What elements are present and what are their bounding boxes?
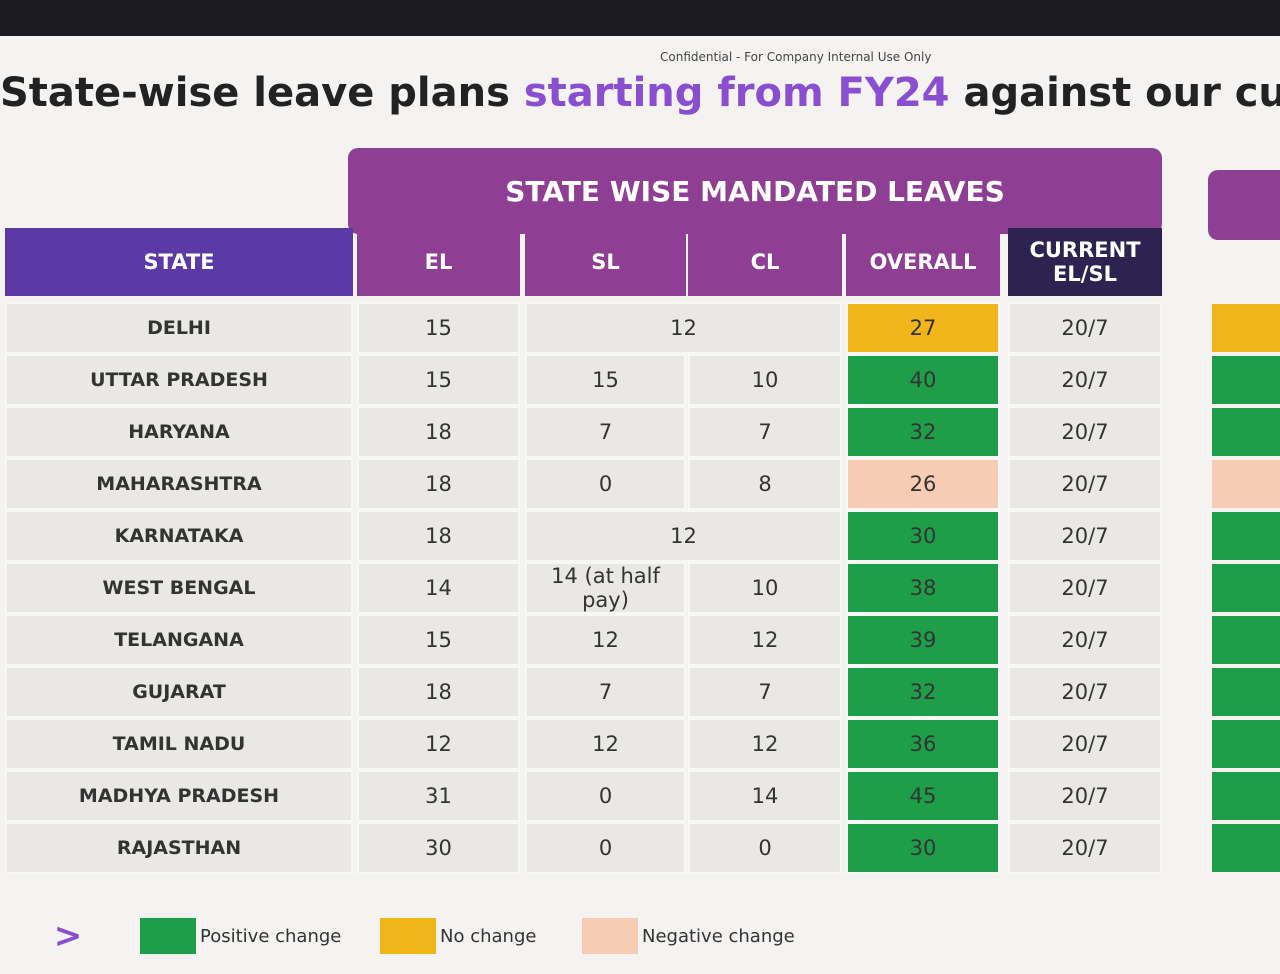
overall-cell: 38 (846, 562, 1000, 614)
sl-cell: 15 (525, 354, 686, 406)
sl-cell: 0 (525, 822, 686, 874)
cl-cell: 0 (688, 822, 842, 874)
legend-label: Positive change (200, 925, 342, 947)
current-cell: 20/7 (1008, 458, 1162, 510)
cropped-cell (1212, 304, 1280, 352)
column-header: STATE (5, 228, 353, 296)
legend-swatch (582, 918, 638, 954)
cropped-cell (1212, 720, 1280, 768)
el-cell: 30 (357, 822, 520, 874)
column-header: EL (357, 228, 520, 296)
overall-cell: 40 (846, 354, 1000, 406)
legend-swatch (140, 918, 196, 954)
overall-cell: 27 (846, 302, 1000, 354)
cropped-cell (1212, 460, 1280, 508)
cl-cell: 14 (688, 770, 842, 822)
el-cell: 18 (357, 666, 520, 718)
cropped-cell (1212, 356, 1280, 404)
group-header: STATE WISE MANDATED LEAVES (348, 148, 1162, 234)
sl-cell: 7 (525, 666, 686, 718)
sl-cell: 0 (525, 770, 686, 822)
state-cell: MAHARASHTRA (5, 458, 353, 510)
el-cell: 15 (357, 354, 520, 406)
el-cell: 15 (357, 614, 520, 666)
state-cell: DELHI (5, 302, 353, 354)
sl-cell: 12 (525, 614, 686, 666)
el-cell: 18 (357, 406, 520, 458)
cropped-cell (1212, 564, 1280, 612)
overall-cell: 32 (846, 666, 1000, 718)
confidential-note: Confidential - For Company Internal Use … (660, 50, 932, 64)
cl-cell: 12 (688, 614, 842, 666)
el-cell: 15 (357, 302, 520, 354)
cropped-cell (1212, 512, 1280, 560)
title-end: against our cu (963, 70, 1280, 116)
sl-cl-cell: 12 (525, 302, 842, 354)
el-cell: 31 (357, 770, 520, 822)
legend-label: Negative change (642, 925, 795, 947)
legend-swatch (380, 918, 436, 954)
state-cell: TELANGANA (5, 614, 353, 666)
overall-cell: 36 (846, 718, 1000, 770)
sl-cl-cell: 12 (525, 510, 842, 562)
current-cell: 20/7 (1008, 718, 1162, 770)
cropped-cell (1212, 772, 1280, 820)
cl-cell: 7 (688, 406, 842, 458)
state-cell: WEST BENGAL (5, 562, 353, 614)
column-header: CL (688, 228, 842, 296)
el-cell: 14 (357, 562, 520, 614)
overall-cell: 32 (846, 406, 1000, 458)
current-cell: 20/7 (1008, 510, 1162, 562)
state-cell: KARNATAKA (5, 510, 353, 562)
cropped-cell (1212, 824, 1280, 872)
cl-cell: 10 (688, 354, 842, 406)
title-highlight: starting from FY24 (523, 70, 950, 116)
current-cell: 20/7 (1008, 406, 1162, 458)
cropped-header (1208, 170, 1280, 240)
state-cell: RAJASTHAN (5, 822, 353, 874)
overall-cell: 45 (846, 770, 1000, 822)
current-cell: 20/7 (1008, 822, 1162, 874)
current-cell: 20/7 (1008, 770, 1162, 822)
el-cell: 18 (357, 510, 520, 562)
slide: Confidential - For Company Internal Use … (0, 36, 1280, 974)
current-cell: 20/7 (1008, 666, 1162, 718)
state-cell: UTTAR PRADESH (5, 354, 353, 406)
cl-cell: 8 (688, 458, 842, 510)
current-cell: 20/7 (1008, 562, 1162, 614)
column-header: SL (525, 228, 686, 296)
sl-cell: 14 (at half pay) (525, 562, 686, 614)
current-cell: 20/7 (1008, 614, 1162, 666)
state-cell: GUJARAT (5, 666, 353, 718)
column-header: OVERALL (846, 228, 1000, 296)
sl-cell: 7 (525, 406, 686, 458)
cl-cell: 7 (688, 666, 842, 718)
overall-cell: 39 (846, 614, 1000, 666)
column-header: CURRENT EL/SL (1008, 228, 1162, 296)
cropped-cell (1212, 668, 1280, 716)
sl-cell: 0 (525, 458, 686, 510)
title: State-wise leave plans starting from FY2… (0, 70, 1280, 116)
title-start: State-wise leave plans (0, 70, 510, 116)
state-cell: MADHYA PRADESH (5, 770, 353, 822)
overall-cell: 30 (846, 510, 1000, 562)
cl-cell: 10 (688, 562, 842, 614)
overall-cell: 30 (846, 822, 1000, 874)
state-cell: HARYANA (5, 406, 353, 458)
cropped-cell (1212, 616, 1280, 664)
state-cell: TAMIL NADU (5, 718, 353, 770)
legend-label: No change (440, 925, 537, 947)
cl-cell: 12 (688, 718, 842, 770)
cropped-cell (1212, 408, 1280, 456)
current-cell: 20/7 (1008, 302, 1162, 354)
overall-cell: 26 (846, 458, 1000, 510)
current-cell: 20/7 (1008, 354, 1162, 406)
sl-cell: 12 (525, 718, 686, 770)
logo-arrow: > (53, 916, 83, 956)
el-cell: 12 (357, 718, 520, 770)
el-cell: 18 (357, 458, 520, 510)
